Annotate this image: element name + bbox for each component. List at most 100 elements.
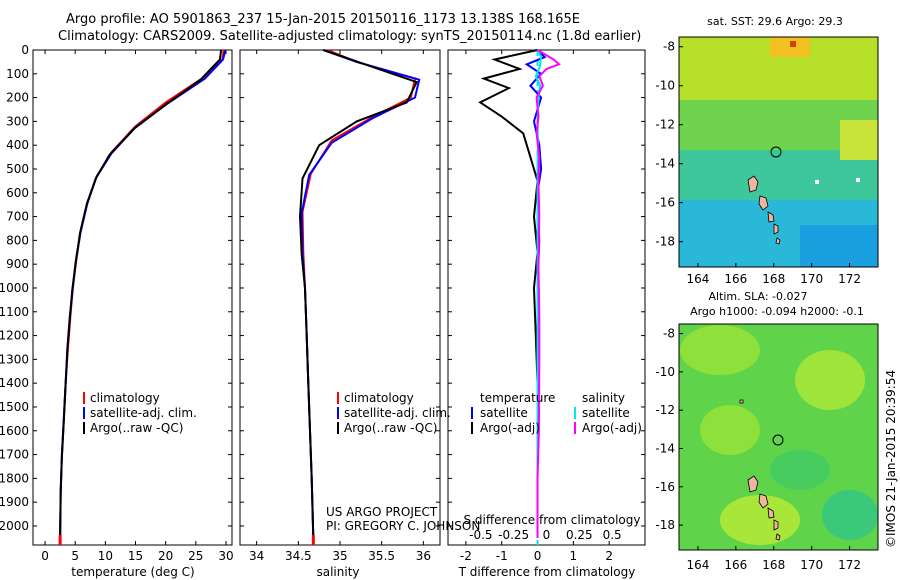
map-y-tick-label: -10 [655, 365, 675, 379]
series-line-climatology [301, 49, 417, 538]
sst-map-frame [678, 36, 879, 268]
sla-high-region [680, 325, 760, 375]
map-x-tick-label: 164 [686, 558, 709, 572]
depth-tick-label: 1600 [0, 424, 29, 438]
map-y-tick-label: -14 [655, 441, 675, 455]
sst-missing-pixel [856, 178, 860, 182]
x-tick-label: 5 [71, 549, 79, 563]
top-tick-label: 0 [543, 528, 551, 542]
depth-tick-label: 100 [6, 67, 29, 81]
x-tick-label: 34 [249, 549, 264, 563]
depth-tick-label: 1100 [0, 305, 29, 319]
vanuatu-islands [739, 399, 781, 541]
x-tick-label: -1 [496, 549, 508, 563]
difference-plot: -2 -1 0 1 2 -0.5 -0.25 0 0.25 0.5 [448, 49, 645, 563]
top-tick-label: 0.25 [566, 528, 593, 542]
x-tick-label: 2 [605, 549, 613, 563]
series-line-argorawqc [59, 49, 223, 538]
map-y-tick-label: -16 [655, 480, 675, 494]
sla-map-title-2: Argo h1000: -0.094 h2000: -0.1 [690, 305, 864, 318]
legend-label: Argo(-adj) [582, 421, 642, 435]
salinity-panel-frame [239, 49, 441, 546]
map-y-tick-label: -10 [655, 79, 675, 93]
difference-panel-frame [447, 49, 646, 546]
depth-tick-label: 2000 [0, 519, 29, 533]
depth-axis: 0 100 200 300 400 500 600 700 800 900 1000 1100 1200… [0, 43, 29, 533]
map-x-tick-label: 170 [800, 272, 823, 286]
difference-xlabel: T difference from climatology [458, 565, 636, 579]
legend-label: satellite [480, 406, 528, 420]
sla-map [679, 324, 878, 550]
map-x-tick-label: 168 [762, 558, 785, 572]
legend-label: climatology [344, 391, 414, 405]
map-x-tick-label: 166 [724, 272, 747, 286]
sla-map-frame [678, 323, 879, 551]
map-y-tick-label: -18 [655, 518, 675, 532]
difference-top-caption: S difference from climatology [464, 513, 641, 527]
x-tick-label: 0 [534, 549, 542, 563]
x-tick-label: -2 [460, 549, 472, 563]
map-y-tick-label: -14 [655, 157, 675, 171]
sla-low-region [822, 490, 878, 540]
map-x-tick-label: 172 [838, 272, 861, 286]
argo-position-marker [772, 434, 784, 446]
map-y-tick-label: -16 [655, 196, 675, 210]
sla-high-region [795, 350, 865, 410]
depth-tick-label: 400 [6, 138, 29, 152]
temperature-plot: 0 5 10 15 20 25 30 [33, 49, 234, 563]
top-tick-label: -0.25 [498, 528, 529, 542]
legend-label: satellite-adj. clim. [344, 406, 451, 420]
argo-position-marker [770, 146, 782, 158]
legend-label: Argo(-adj) [480, 421, 540, 435]
x-tick-label: 34.5 [285, 549, 312, 563]
map-x-tick-label: 164 [686, 272, 709, 286]
x-tick-label: 30 [218, 549, 233, 563]
series-line-argorawqc [298, 49, 419, 538]
depth-tick-label: 1300 [0, 352, 29, 366]
map-y-tick-label: -8 [663, 327, 675, 341]
temperature-panel-frame [32, 49, 233, 546]
legend-label: Argo(..raw -QC) [344, 421, 437, 435]
depth-tick-label: 600 [6, 186, 29, 200]
imos-stamp: ©IMOS 21-Jan-2015 20:39:54 [884, 369, 898, 548]
series-line-argoadj [478, 49, 539, 538]
sst-hot-spot [790, 41, 796, 47]
salinity-plot: 34 34.5 35 35.5 36 [240, 49, 440, 563]
x-tick-label: 20 [158, 549, 173, 563]
depth-tick-label: 1400 [0, 376, 29, 390]
map-y-tick-label: -12 [655, 118, 675, 132]
series-line-argoadj [535, 49, 561, 538]
map-x-tick-label: 170 [800, 558, 823, 572]
map-x-tick-label: 168 [762, 272, 785, 286]
map-x-tick-label: 172 [838, 558, 861, 572]
sst-map-axes: 164 166 168 170 172 -8 -10 -12 -14 -16 -18 [655, 40, 861, 286]
legend-label: satellite [582, 406, 630, 420]
series-line-satellite [524, 49, 547, 538]
map-y-tick-label: -18 [655, 235, 675, 249]
project-line-2: PI: GREGORY C. JOHNSON [326, 519, 480, 533]
depth-tick-label: 900 [6, 257, 29, 271]
x-tick-label: 35.5 [368, 549, 395, 563]
title-line-1: Argo profile: AO 5901863_237 15-Jan-2015… [66, 12, 580, 27]
sla-high-region [720, 495, 800, 545]
depth-tick-label: 800 [6, 233, 29, 247]
project-line-1: US ARGO PROJECT [326, 505, 438, 519]
sst-map-title: sat. SST: 29.6 Argo: 29.3 [707, 15, 843, 28]
sst-warm-patch-east [840, 120, 878, 160]
x-tick-label: 10 [98, 549, 113, 563]
sst-missing-pixel [815, 180, 819, 184]
depth-tick-label: 200 [6, 91, 29, 105]
temperature-legend: climatology satellite-adj. clim. Argo(..… [83, 391, 197, 435]
salinity-legend: climatology satellite-adj. clim. Argo(..… [337, 391, 451, 435]
difference-legend: temperature satellite Argo(-adj) salinit… [471, 391, 642, 435]
x-tick-label: 1 [570, 549, 578, 563]
x-tick-label: 15 [128, 549, 143, 563]
depth-tick-label: 1700 [0, 448, 29, 462]
sst-map [679, 37, 878, 267]
depth-tick-label: 700 [6, 210, 29, 224]
legend-label: satellite-adj. clim. [90, 406, 197, 420]
depth-tick-label: 1800 [0, 471, 29, 485]
x-tick-label: 36 [416, 549, 431, 563]
depth-tick-label: 1200 [0, 329, 29, 343]
title-line-2: Climatology: CARS2009. Satellite-adjuste… [58, 29, 642, 44]
